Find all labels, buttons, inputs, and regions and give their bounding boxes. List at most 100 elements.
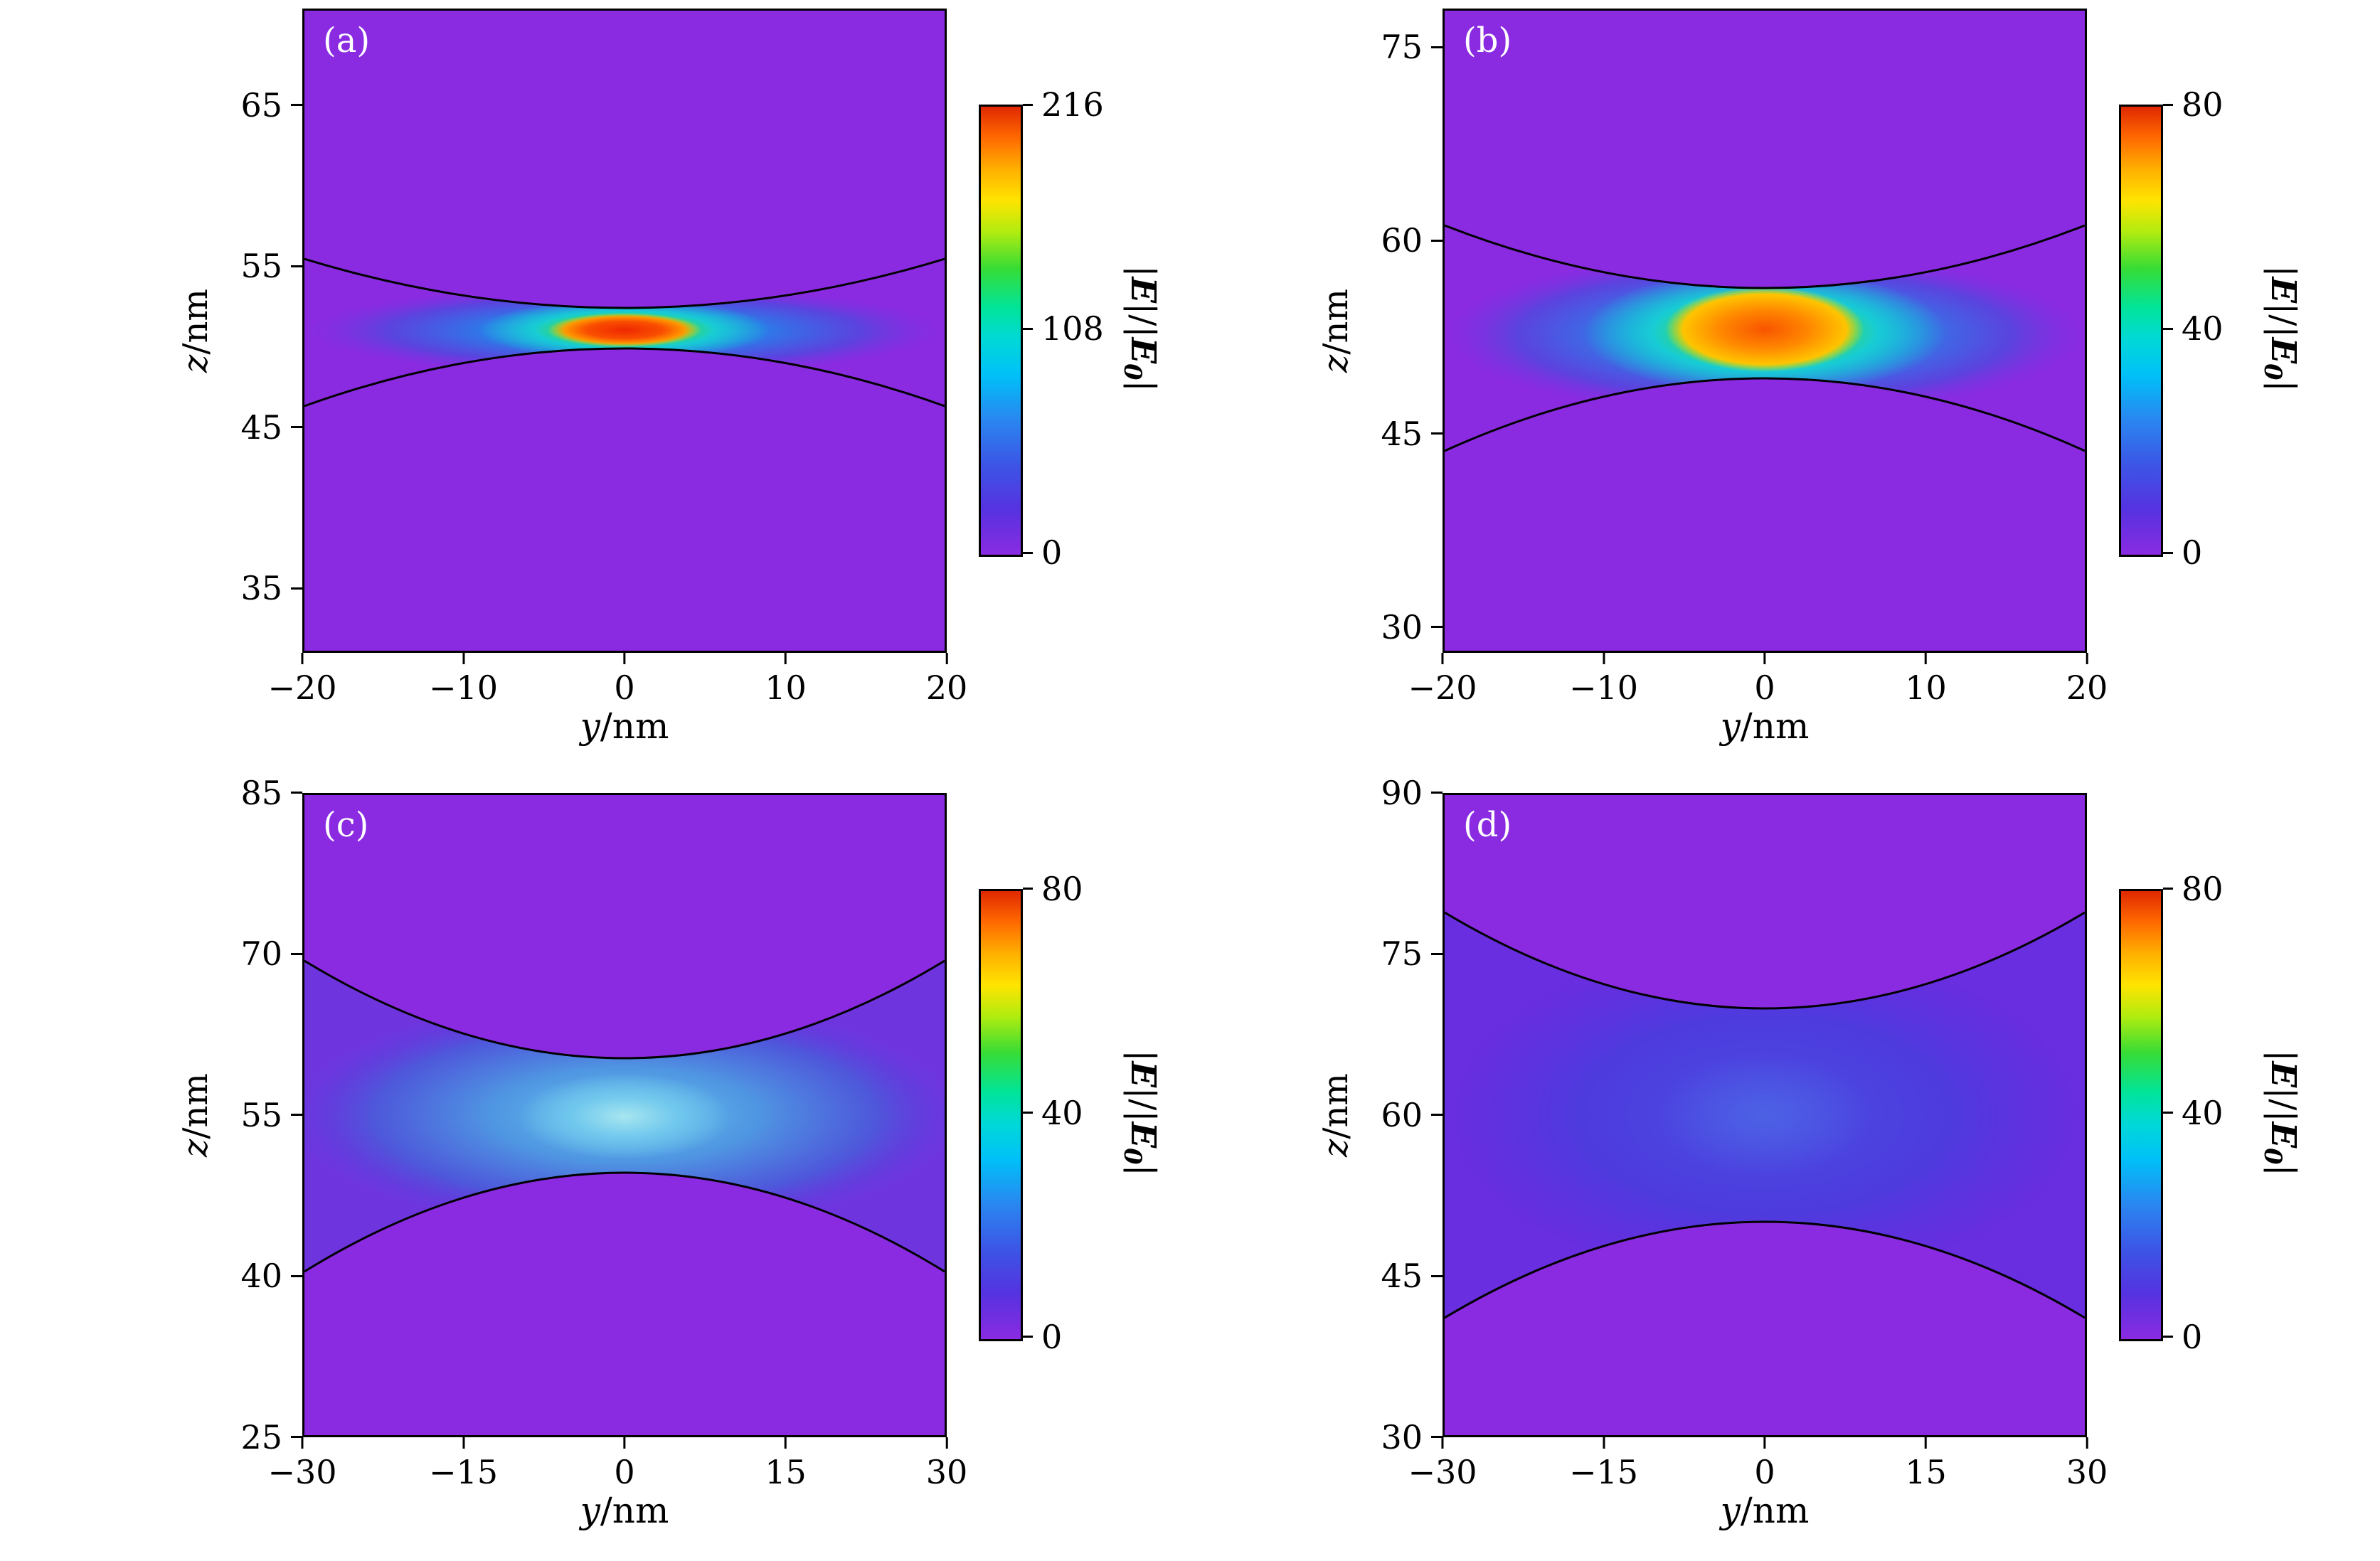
colorbar-tick-label: 108 [1041,309,1104,348]
tick-mark [291,587,302,590]
x-tick: 0 [614,653,635,707]
tick-mark [291,1114,302,1116]
plot-canvas-a: (a) [302,9,947,653]
x-tick: 20 [925,653,968,707]
x-tick: 0 [1754,653,1775,707]
tick-mark [1023,327,1033,330]
tick-mark [1441,653,1444,664]
panel-d: z/nm 90 75 60 45 30 [1311,774,2330,1543]
field-map-c [304,794,945,1435]
colorbar-tick-label: 0 [1041,533,1063,572]
y-tick-label: 45 [1381,1257,1423,1295]
y-axis-ticks: 90 75 60 45 30 [1361,774,1443,1456]
x-axis-label: y/nm [302,1484,947,1538]
lower-tip-curve [1445,1220,2085,1318]
y-tick: 55 [240,1096,302,1134]
plot-canvas-c: (c) [302,792,947,1437]
y-axis-var: z [1316,354,1356,373]
tick-mark [1431,952,1443,955]
upper-tip-curve [1445,224,2085,289]
y-tick: 45 [240,408,302,447]
x-tick: 15 [1905,1437,1947,1491]
x-tick-label: 0 [1754,1452,1775,1491]
colorbar-tick-label: 0 [1041,1317,1063,1356]
x-axis-unit: /nm [1740,1489,1810,1531]
y-tick: 70 [240,934,302,973]
colorbar-tick-label: 40 [2182,309,2224,348]
tick-mark [1924,1437,1927,1449]
y-tick: 75 [1381,934,1443,973]
y-axis-label: z/nm [171,793,221,1437]
tick-mark [462,1437,464,1449]
y-axis-label: z/nm [1311,9,1361,653]
x-tick-label: −15 [428,1452,499,1491]
x-tick-label: 10 [1905,668,1947,707]
tick-mark [462,653,464,664]
tick-mark [2163,103,2173,106]
x-tick: −30 [267,1437,337,1491]
x-axis-ticks: −20 −10 0 10 20 [1408,653,2108,707]
colorbar-tick-label: 80 [1041,869,1083,908]
tick-mark [784,653,787,664]
tick-mark [1023,888,1033,890]
y-tick-label: 45 [1381,414,1423,453]
y-tick: 25 [240,1418,302,1456]
x-tick: 10 [1905,653,1947,707]
x-tick-label: 30 [925,1452,968,1491]
x-axis-ticks: −20 −10 0 10 20 [267,653,967,707]
x-tick-label: 20 [925,668,968,707]
y-tick-label: 40 [240,1257,282,1295]
y-axis-ticks: 65 55 45 35 [221,9,302,653]
y-axis-var: z [1316,1139,1356,1157]
tick-mark [2163,327,2173,330]
y-tick: 40 [240,1257,302,1295]
x-tick-label: 15 [765,1452,807,1491]
colorbar-block-b: 80 40 0 |E|/|E0| [2119,9,2303,653]
colorbar-tick: 80 [2163,870,2224,908]
panel-label-d: (d) [1463,804,1512,845]
field-map-d [1445,794,2085,1435]
y-tick: 30 [1381,1418,1443,1456]
x-tick: 0 [1754,1437,1775,1491]
colorbar-tick-label: 0 [2182,1317,2203,1356]
x-tick: −15 [1569,1437,1638,1491]
panel-label-b: (b) [1463,21,1512,60]
tick-mark [623,1437,626,1449]
colorbar-tick: 108 [1023,309,1104,348]
colorbar-tick: 0 [1023,533,1062,572]
x-tick: −10 [1569,653,1638,707]
x-axis-ticks: −30 −15 0 15 30 [267,1437,967,1491]
y-tick-label: 55 [240,247,282,286]
colorbar-tick-label: 80 [2182,85,2224,124]
x-axis-var: y [1720,705,1741,747]
tick-mark [291,952,302,955]
x-tick: 15 [765,1437,807,1491]
tick-mark [1431,239,1443,242]
tick-mark [1023,551,1033,554]
tick-mark [2163,888,2173,890]
y-axis-label-text: z/nm [176,1073,216,1157]
y-tick: 75 [1381,28,1443,66]
x-tick-label: −15 [1568,1452,1639,1491]
x-tick: −15 [429,1437,498,1491]
y-tick-label: 85 [240,773,282,812]
tick-mark [1431,792,1443,794]
upper-tip-curve [304,257,945,309]
tick-mark [301,653,304,664]
y-axis-unit: /nm [176,289,216,355]
tick-mark [1431,1274,1443,1277]
tick-mark [2163,1112,2173,1114]
tick-mark [1431,626,1443,629]
y-tick-label: 25 [240,1417,282,1456]
x-axis-label: y/nm [1443,1484,2087,1538]
colorbar-block-a: 216 108 0 |E|/|E0| [979,9,1163,653]
y-axis-ticks: 75 60 45 30 [1361,9,1443,653]
panel-a: z/nm 65 55 45 35 [171,9,1190,759]
y-tick: 60 [1381,221,1443,260]
tick-mark [1023,1112,1033,1114]
tick-mark [784,1437,787,1449]
tick-mark [945,1437,948,1449]
x-axis-unit: /nm [1740,705,1810,747]
colorbar-a [979,105,1023,557]
colorbar-axis-label: |E|/|E0| [2258,265,2304,392]
